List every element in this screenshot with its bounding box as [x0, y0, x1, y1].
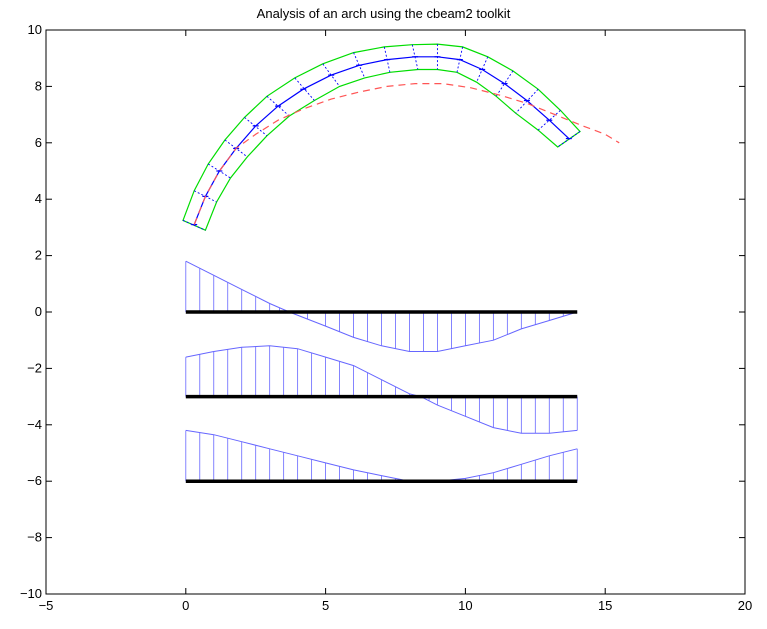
diagram-curve: [185, 260, 578, 352]
arch-section-line: [537, 110, 561, 131]
y-tick-label: 2: [35, 248, 42, 263]
arch-section-line: [322, 63, 340, 87]
arch-section-line: [244, 117, 268, 137]
arch-section-line: [557, 131, 581, 148]
x-tick-label: 0: [182, 598, 189, 613]
y-tick-label: −6: [27, 473, 42, 488]
arch-section-line: [224, 139, 248, 158]
y-tick-label: 8: [35, 78, 42, 93]
diagram-curve: [185, 429, 578, 482]
arch-outline: [182, 43, 581, 231]
y-tick-label: −4: [27, 417, 42, 432]
chart-title: Analysis of an arch using the cbeam2 too…: [256, 6, 511, 21]
y-tick-label: 6: [35, 135, 42, 150]
y-tick-label: 4: [35, 191, 42, 206]
y-tick-label: 10: [28, 22, 42, 37]
y-tick-label: 0: [35, 304, 42, 319]
arch-structure: [182, 43, 620, 231]
y-tick-label: −8: [27, 530, 42, 545]
x-tick-label: 15: [598, 598, 612, 613]
y-tick-label: −2: [27, 360, 42, 375]
axes: −5 0 5 10 15 20 −10 −8 −6 −4 −2 0 2 4 6 8 10: [20, 22, 752, 613]
arch-section-line: [495, 70, 514, 97]
arch-centerline: [193, 56, 570, 225]
arch-section-line: [294, 77, 315, 101]
arch-section-line: [266, 95, 290, 117]
y-tick-label: −10: [20, 586, 42, 601]
x-tick-label: 20: [738, 598, 752, 613]
arch-section-line: [182, 219, 206, 231]
x-tick-label: 10: [458, 598, 472, 613]
diagram-curve: [185, 345, 578, 434]
x-tick-label: −5: [39, 598, 54, 613]
force-diagrams: [185, 260, 578, 483]
deformed-shape: [193, 82, 620, 225]
x-tick-label: 5: [322, 598, 329, 613]
